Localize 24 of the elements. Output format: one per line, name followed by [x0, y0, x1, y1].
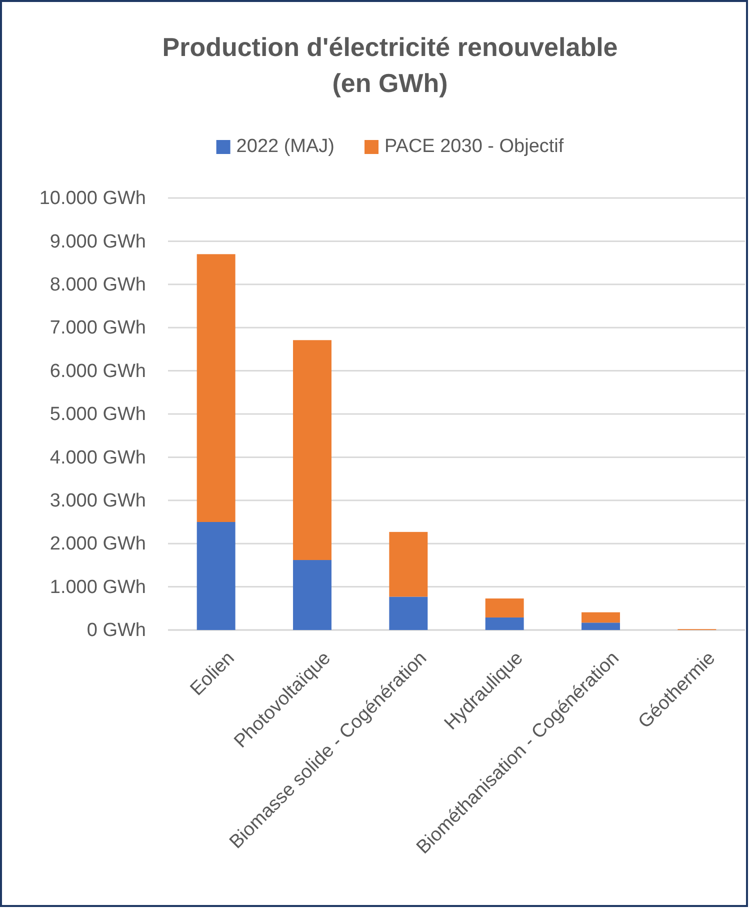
- bar: [485, 617, 524, 630]
- y-tick-label: 6.000 GWh: [50, 360, 146, 382]
- bar: [293, 560, 332, 630]
- legend-label: PACE 2030 - Objectif: [384, 136, 564, 157]
- bar: [196, 254, 236, 522]
- bar: [196, 522, 236, 630]
- y-tick-label: 2.000 GWh: [50, 534, 146, 555]
- y-tick-label: 3.000 GWh: [50, 490, 146, 512]
- legend-label: 2022 (MAJ): [236, 136, 335, 157]
- y-tick-label: 5.000 GWh: [50, 404, 146, 426]
- chart-title: Production d'électricité renouvelable (en GWh): [162, 32, 618, 98]
- y-tick-label: 10.000 GWh: [39, 188, 146, 210]
- y-tick-label: 7.000 GWh: [50, 318, 146, 339]
- y-tick-label: 1.000 GWh: [50, 576, 146, 598]
- y-tick-label: 0 GWh: [86, 620, 146, 642]
- bar: [389, 532, 428, 597]
- bar: [582, 622, 620, 630]
- y-tick-label: 9.000 GWh: [50, 231, 146, 252]
- y-tick-label: 8.000 GWh: [50, 274, 146, 296]
- y-tick-label: 4.000 GWh: [50, 447, 146, 468]
- bar: [389, 596, 428, 630]
- bar: [485, 598, 524, 618]
- bar: [582, 612, 620, 623]
- bar: [293, 340, 332, 560]
